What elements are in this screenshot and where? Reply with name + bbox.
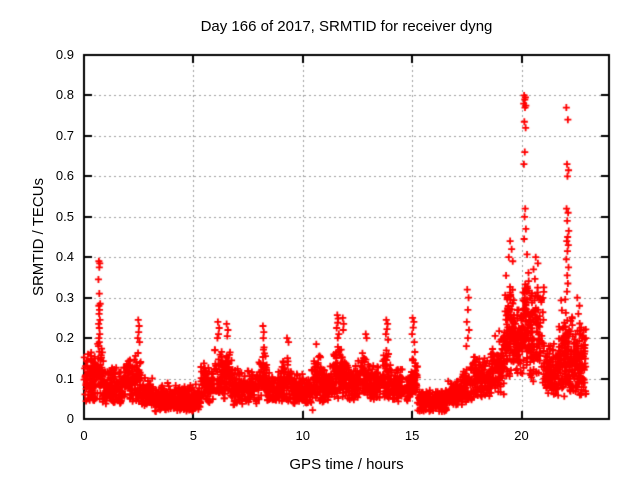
y-tick-label: 0.4 — [55, 249, 74, 265]
x-tick-label: 15 — [404, 428, 420, 443]
y-tick-label: 0.9 — [55, 47, 74, 62]
x-tick-label: 5 — [189, 428, 197, 443]
x-axis-label: GPS time / hours — [289, 456, 404, 473]
x-tick-label: 10 — [295, 428, 310, 443]
y-tick-label: 0.5 — [55, 208, 74, 224]
chart-title: Day 166 of 2017, SRMTID for receiver dyn… — [200, 18, 493, 35]
y-tick-label: 0.6 — [55, 168, 74, 184]
x-tick-label: 0 — [80, 428, 88, 443]
x-tick-label: 20 — [514, 428, 529, 443]
y-tick-label: 0.2 — [55, 330, 74, 346]
y-axis-label: SRMTID / TECUs — [30, 177, 47, 297]
y-tick-label: 0.7 — [55, 127, 74, 143]
y-tick-label: 0 — [66, 411, 74, 426]
y-tick-label: 0.8 — [55, 87, 74, 103]
y-tick-label: 0.1 — [55, 370, 74, 386]
y-tick-label: 0.3 — [55, 289, 74, 305]
